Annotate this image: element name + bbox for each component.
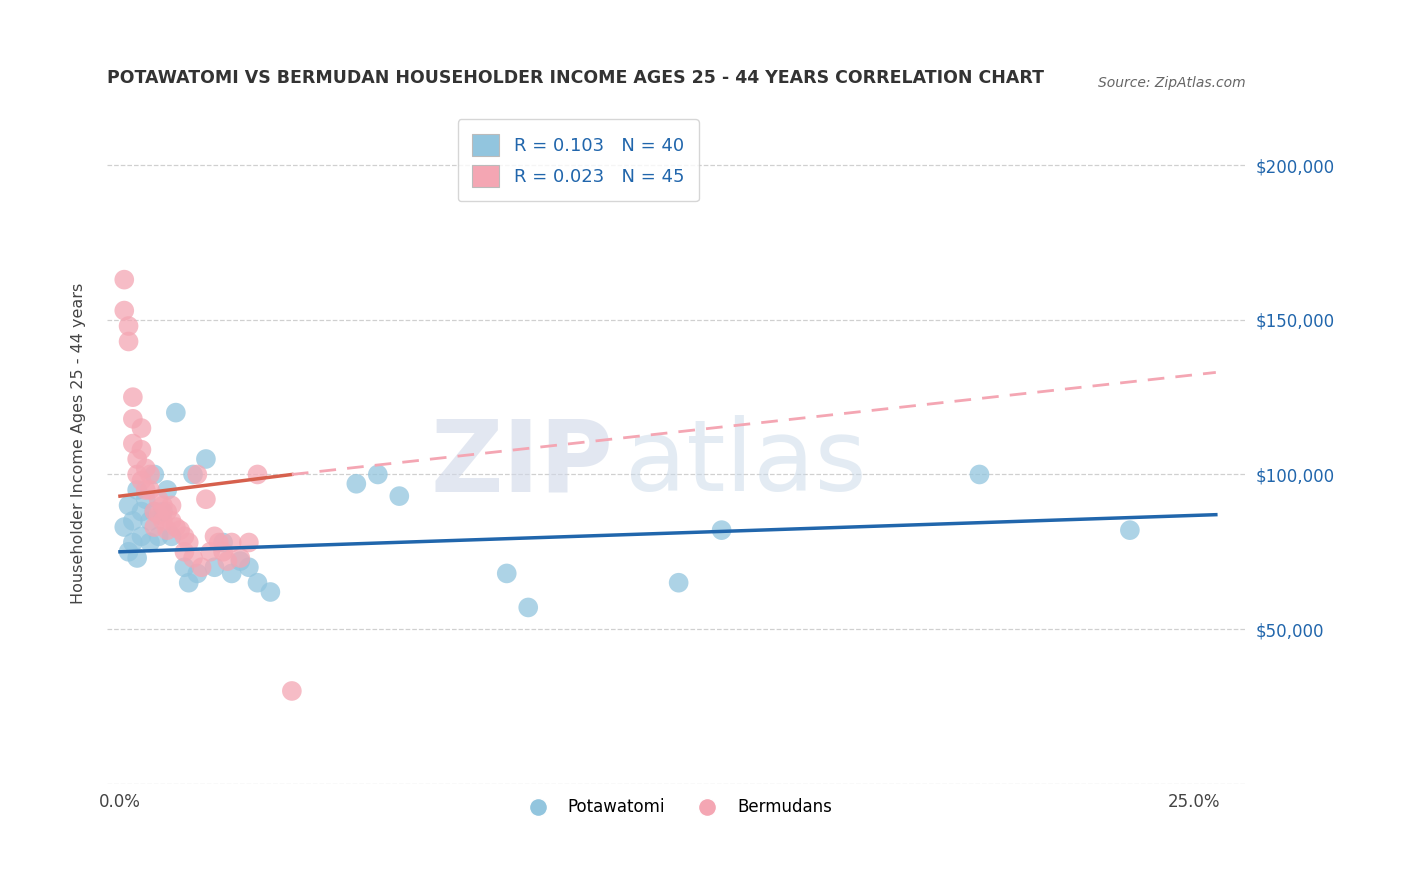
Text: POTAWATOMI VS BERMUDAN HOUSEHOLDER INCOME AGES 25 - 44 YEARS CORRELATION CHART: POTAWATOMI VS BERMUDAN HOUSEHOLDER INCOM… bbox=[107, 69, 1045, 87]
Point bbox=[238, 535, 260, 549]
Point bbox=[121, 514, 143, 528]
Point bbox=[139, 535, 162, 549]
Point bbox=[668, 575, 690, 590]
Text: Source: ZipAtlas.com: Source: ZipAtlas.com bbox=[1098, 76, 1246, 90]
Point bbox=[710, 523, 733, 537]
Point bbox=[495, 566, 517, 581]
Point bbox=[367, 467, 389, 482]
Point bbox=[152, 499, 174, 513]
Point bbox=[117, 334, 139, 349]
Y-axis label: Householder Income Ages 25 - 44 years: Householder Income Ages 25 - 44 years bbox=[72, 283, 86, 604]
Point bbox=[127, 551, 149, 566]
Legend: Potawatomi, Bermudans: Potawatomi, Bermudans bbox=[515, 792, 838, 823]
Point bbox=[344, 476, 367, 491]
Point bbox=[139, 514, 162, 528]
Point bbox=[117, 318, 139, 333]
Point bbox=[173, 529, 195, 543]
Point bbox=[229, 551, 252, 566]
Point bbox=[112, 303, 135, 318]
Point bbox=[127, 467, 149, 482]
Point bbox=[160, 529, 183, 543]
Point bbox=[135, 483, 157, 497]
Point bbox=[143, 467, 166, 482]
Point bbox=[177, 575, 200, 590]
Point bbox=[121, 390, 143, 404]
Point bbox=[186, 566, 208, 581]
Text: atlas: atlas bbox=[626, 416, 868, 513]
Point bbox=[1119, 523, 1142, 537]
Point bbox=[181, 467, 204, 482]
Point bbox=[131, 505, 153, 519]
Point bbox=[204, 560, 226, 574]
Point bbox=[212, 545, 235, 559]
Point bbox=[194, 452, 217, 467]
Point bbox=[127, 483, 149, 497]
Point bbox=[190, 560, 212, 574]
Point bbox=[212, 535, 235, 549]
Point bbox=[148, 508, 170, 522]
Point bbox=[121, 436, 143, 450]
Point bbox=[160, 499, 183, 513]
Point bbox=[135, 461, 157, 475]
Point bbox=[156, 505, 179, 519]
Point bbox=[156, 483, 179, 497]
Point bbox=[221, 566, 243, 581]
Point bbox=[143, 505, 166, 519]
Point bbox=[131, 529, 153, 543]
Point bbox=[229, 554, 252, 568]
Point bbox=[160, 514, 183, 528]
Point bbox=[200, 545, 222, 559]
Point bbox=[131, 421, 153, 435]
Point bbox=[246, 575, 269, 590]
Point bbox=[173, 560, 195, 574]
Point bbox=[143, 505, 166, 519]
Point bbox=[131, 474, 153, 488]
Point bbox=[517, 600, 540, 615]
Point bbox=[121, 412, 143, 426]
Point bbox=[238, 560, 260, 574]
Point bbox=[117, 545, 139, 559]
Text: ZIP: ZIP bbox=[432, 416, 614, 513]
Point bbox=[117, 499, 139, 513]
Point bbox=[281, 684, 304, 698]
Point bbox=[169, 523, 191, 537]
Point bbox=[152, 514, 174, 528]
Point bbox=[121, 535, 143, 549]
Point bbox=[156, 523, 179, 537]
Point bbox=[112, 272, 135, 286]
Point bbox=[143, 520, 166, 534]
Point bbox=[177, 535, 200, 549]
Point bbox=[139, 467, 162, 482]
Point bbox=[246, 467, 269, 482]
Point bbox=[259, 585, 281, 599]
Point bbox=[148, 492, 170, 507]
Point bbox=[139, 483, 162, 497]
Point bbox=[165, 520, 187, 534]
Point bbox=[969, 467, 991, 482]
Point bbox=[152, 505, 174, 519]
Point bbox=[112, 520, 135, 534]
Point bbox=[127, 452, 149, 467]
Point bbox=[186, 467, 208, 482]
Point bbox=[204, 529, 226, 543]
Point bbox=[165, 406, 187, 420]
Point bbox=[388, 489, 411, 503]
Point bbox=[181, 551, 204, 566]
Point bbox=[208, 535, 231, 549]
Point bbox=[148, 529, 170, 543]
Point bbox=[221, 535, 243, 549]
Point bbox=[194, 492, 217, 507]
Point bbox=[173, 545, 195, 559]
Point bbox=[135, 492, 157, 507]
Point bbox=[131, 442, 153, 457]
Point bbox=[217, 554, 239, 568]
